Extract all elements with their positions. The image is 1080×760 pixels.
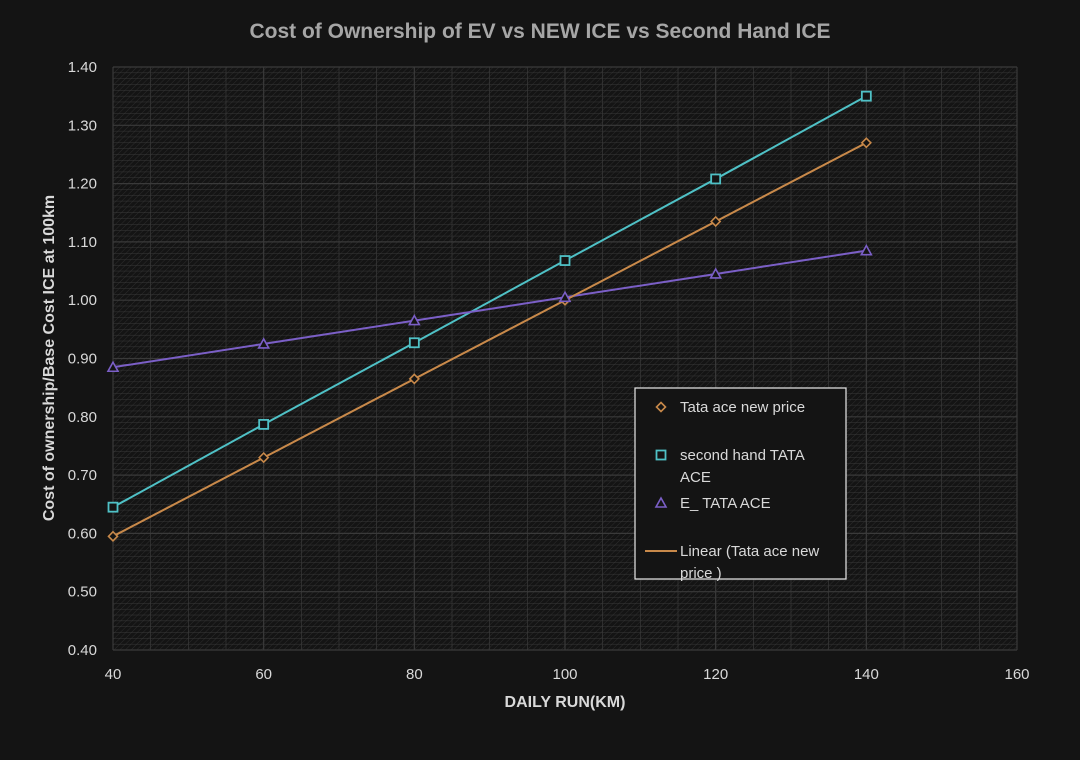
data-point-diamond: [710, 215, 722, 228]
data-point-diamond: [258, 451, 270, 464]
y-axis-title: Cost of ownership/Base Cost ICE at 100km: [41, 195, 58, 521]
legend-symbol: [655, 449, 667, 461]
y-tick-label: 1.40: [68, 59, 97, 76]
legend: Tata ace new price second hand TATA ACE E_ …: [634, 387, 847, 582]
gridlines: [112, 66, 1018, 651]
data-point-triangle: [859, 243, 873, 256]
y-tick-label: 0.60: [68, 525, 97, 542]
y-tick-label: 1.00: [68, 292, 97, 309]
data-point-diamond: [107, 530, 119, 542]
legend-box: [634, 387, 847, 580]
legend-label: Tata ace new price: [680, 399, 805, 416]
x-axis-ticks: 40 60 80 100 120 140 160: [105, 666, 1030, 683]
x-tick-label: 160: [1004, 666, 1029, 683]
legend-label: ACE: [680, 469, 711, 486]
legend-label: second hand TATA: [680, 447, 805, 464]
x-tick-label: 80: [406, 666, 423, 683]
y-tick-label: 1.20: [68, 176, 97, 193]
data-point-square: [559, 255, 571, 266]
y-tick-label: 0.70: [68, 467, 97, 484]
x-tick-label: 60: [255, 666, 272, 683]
data-point-triangle: [106, 360, 120, 373]
legend-label: E_ TATA ACE: [680, 495, 771, 512]
y-tick-label: 0.40: [68, 642, 97, 659]
data-point-triangle: [257, 337, 271, 349]
y-tick-label: 0.50: [68, 584, 97, 601]
data-point-triangle: [709, 267, 723, 279]
x-tick-label: 100: [552, 666, 577, 683]
y-axis-ticks: 0.40 0.50 0.60 0.70 0.80 0.90 1.00 1.10 1.20 1.30…: [68, 59, 97, 659]
data-point-diamond: [408, 373, 420, 385]
series-group: [112, 95, 867, 538]
data-point-diamond: [860, 137, 872, 149]
legend-symbol: [655, 401, 667, 413]
data-point-square: [710, 173, 722, 185]
legend-label: Linear (Tata ace new: [680, 543, 819, 560]
data-point-square: [408, 337, 420, 349]
legend-symbol: [654, 496, 668, 508]
y-tick-label: 0.80: [68, 409, 97, 426]
y-tick-label: 1.10: [68, 234, 97, 251]
data-point-square: [258, 418, 270, 430]
trendline: [112, 142, 867, 538]
series-line: [112, 249, 867, 369]
y-tick-label: 0.90: [68, 351, 97, 368]
y-tick-label: 1.30: [68, 117, 97, 134]
markers-group: [106, 90, 873, 542]
x-tick-label: 140: [854, 666, 879, 683]
x-tick-label: 120: [703, 666, 728, 683]
legend-label: price ): [680, 565, 722, 582]
x-axis-title: DAILY RUN(KM): [505, 694, 626, 711]
data-point-triangle: [558, 290, 572, 303]
data-point-triangle: [407, 313, 421, 326]
chart-title: Cost of Ownership of EV vs NEW ICE vs Se…: [249, 20, 830, 43]
data-point-square: [107, 501, 119, 513]
x-tick-label: 40: [105, 666, 122, 683]
series-line: [112, 95, 867, 509]
data-point-square: [860, 90, 872, 102]
